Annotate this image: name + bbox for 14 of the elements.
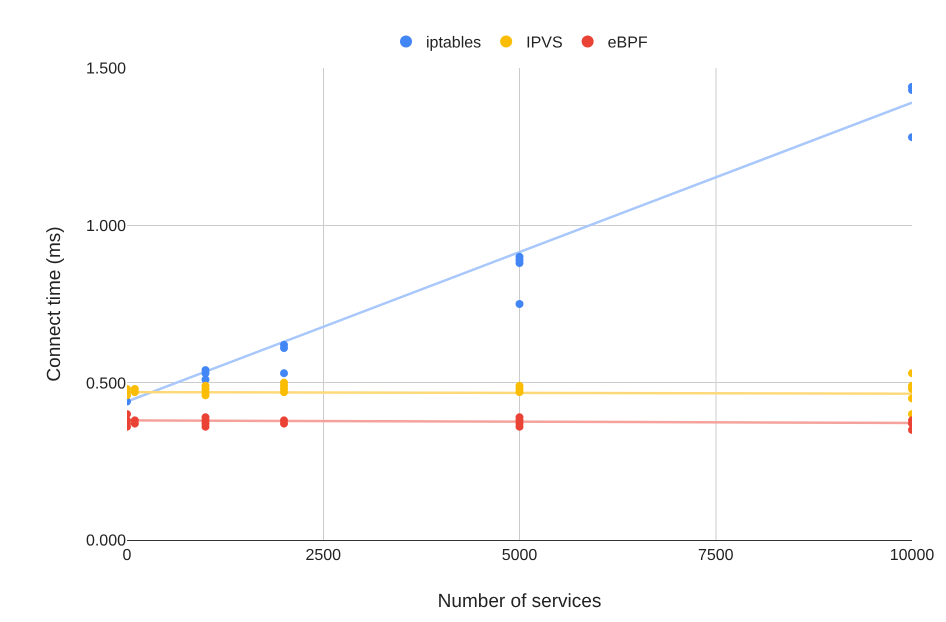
legend-label: eBPF [608, 34, 648, 52]
x-tick-label: 10000 [890, 547, 934, 564]
x-tick-label: 5000 [502, 547, 538, 564]
y-tick-label: 0.000 [86, 532, 126, 550]
y-tick-label: 1.000 [86, 218, 126, 235]
y-tick-label: 0.500 [86, 375, 126, 392]
x-tick-label: 7500 [698, 547, 734, 564]
x-tick-label: 2500 [305, 547, 342, 564]
legend-label: iptables [426, 34, 482, 52]
legend-label: IPVS [526, 34, 563, 52]
y-tick-label: 1.500 [86, 60, 126, 78]
y-axis-title: Connect time (ms) [44, 226, 65, 382]
x-tick-label: 0 [122, 547, 132, 564]
x-axis-title: Number of services [438, 591, 602, 612]
